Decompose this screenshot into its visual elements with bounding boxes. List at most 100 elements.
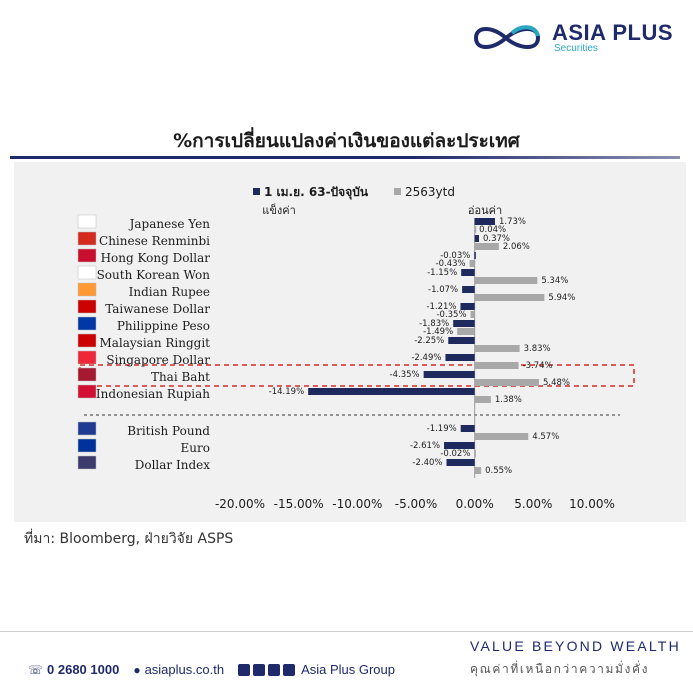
category-label: Euro (181, 441, 210, 455)
bar-series-2 (474, 396, 491, 403)
page-title: %การเปลี่ยนแปลงค่าเงินของแต่ละประเทศ (173, 130, 520, 152)
youtube-icon (253, 663, 266, 676)
bar-series-2 (474, 277, 538, 284)
bar-series-2 (470, 311, 475, 318)
brand-sub: Securities (554, 43, 598, 54)
source-note: ที่มา: Bloomberg, ฝ่ายวิจัย ASPS (24, 531, 234, 547)
bar-series-1 (444, 442, 475, 449)
slogan: VALUE BEYOND WEALTH (470, 638, 681, 654)
facebook-icon (238, 663, 251, 676)
flag-icon (77, 282, 97, 297)
data-label-series-2: -0.02% (440, 449, 470, 459)
title-divider (10, 156, 680, 159)
data-label-series-1: -2.25% (414, 336, 444, 346)
brand-name: ASIA PLUS (552, 20, 674, 45)
x-tick-label: -15.00% (274, 497, 324, 511)
legend-swatch-series-1 (253, 188, 260, 195)
phone-item[interactable]: ☏ 0 2680 1000 (28, 662, 119, 677)
data-label-series-2: 0.55% (485, 466, 512, 476)
data-label-series-2: -0.43% (436, 259, 466, 269)
bar-series-1 (461, 269, 475, 276)
data-label-series-1: -14.19% (269, 387, 304, 397)
flag-icon (77, 421, 97, 436)
data-label-series-2: 0.04% (479, 225, 506, 235)
bar-series-2 (474, 345, 520, 352)
bar-series-2 (474, 433, 529, 440)
bar-series-1 (308, 388, 475, 395)
category-label: Chinese Renminbi (99, 234, 210, 248)
bar-series-1 (445, 354, 475, 361)
globe-icon: ● (133, 662, 141, 677)
currency-change-chart: 1 เม.ย. 63-ปัจจุบัน 2563ytd แข็งค่า อ่อนค่า… (77, 185, 635, 511)
bar-series-2 (474, 243, 499, 250)
flag-icon (77, 248, 97, 263)
infinity-logo-icon (473, 25, 541, 49)
data-label-series-1: -1.07% (428, 285, 458, 295)
website-link: asiaplus.co.th (144, 662, 225, 677)
bar-series-2 (474, 379, 539, 386)
bar-series-2 (474, 294, 545, 301)
social-item[interactable]: Asia Plus Group (238, 662, 395, 677)
line-icon (268, 663, 281, 676)
footer-divider (0, 631, 693, 632)
bar-series-2 (457, 328, 475, 335)
category-label: Dollar Index (135, 458, 210, 472)
x-tick-label: 0.00% (456, 497, 494, 511)
data-label-series-2: -3.74% (523, 361, 553, 371)
data-label-series-2: -0.35% (436, 310, 466, 320)
bar-series-1 (460, 425, 475, 432)
website-item[interactable]: ● asiaplus.co.th (133, 662, 224, 677)
x-tick-label: 10.00% (569, 497, 615, 511)
data-label-series-1: -1.15% (427, 268, 457, 278)
bar-series-1 (474, 235, 480, 242)
category-label: Philippine Peso (117, 319, 210, 333)
flag-icon (77, 214, 97, 229)
data-label-series-1: -1.83% (419, 319, 449, 329)
annotation-weaken: อ่อนค่า (468, 204, 502, 217)
bar-series-1 (462, 286, 475, 293)
data-label-series-2: 2.06% (503, 242, 530, 252)
data-label-series-1: 0.37% (483, 234, 510, 244)
bar-series-2 (474, 226, 477, 233)
bar-series-2 (474, 467, 482, 474)
social-name: Asia Plus Group (301, 662, 395, 677)
legend-swatch-series-2 (394, 188, 401, 195)
data-label-series-2: -1.49% (423, 327, 453, 337)
flag-icon (77, 299, 97, 314)
data-label-series-1: -4.35% (390, 370, 420, 380)
flag-icon (77, 367, 97, 382)
category-label: Thai Baht (151, 370, 210, 384)
legend-label-series-2: 2563ytd (405, 185, 455, 199)
telegram-icon (283, 663, 296, 676)
flag-icon (77, 350, 97, 365)
bar-series-1 (474, 252, 476, 259)
bar-series-1 (453, 320, 475, 327)
annotation-strengthen: แข็งค่า (262, 203, 296, 217)
bar-series-2 (474, 450, 476, 457)
bar-series-1 (460, 303, 475, 310)
flag-icon (77, 316, 97, 331)
data-label-series-2: 4.57% (532, 432, 559, 442)
category-label: Taiwanese Dollar (105, 302, 210, 316)
category-label: Singapore Dollar (106, 353, 210, 367)
flag-icon (77, 333, 97, 348)
asia-plus-logo: ASIA PLUS Securities (468, 18, 678, 58)
data-label-series-1: 1.73% (499, 217, 526, 227)
slogan-thai: คุณค่าที่เหนือกว่าความมั่งคั่ง (470, 662, 650, 676)
phone-icon: ☏ (28, 662, 44, 677)
x-tick-label: -20.00% (215, 497, 265, 511)
data-label-series-1: -0.03% (440, 251, 470, 261)
category-label: British Pound (127, 424, 210, 438)
bar-series-1 (448, 337, 475, 344)
bar-series-1 (423, 371, 475, 378)
category-label: Hong Kong Dollar (101, 251, 211, 265)
phone-number: 0 2680 1000 (47, 662, 120, 677)
bar-series-1 (474, 218, 495, 225)
x-tick-label: 5.00% (514, 497, 552, 511)
flag-icon (77, 265, 97, 280)
data-label-series-2: 5.94% (548, 293, 575, 303)
bar-series-1 (446, 459, 475, 466)
data-label-series-1: -2.61% (410, 441, 440, 451)
data-label-series-2: 1.38% (495, 395, 522, 405)
data-label-series-1: -2.40% (412, 458, 442, 468)
